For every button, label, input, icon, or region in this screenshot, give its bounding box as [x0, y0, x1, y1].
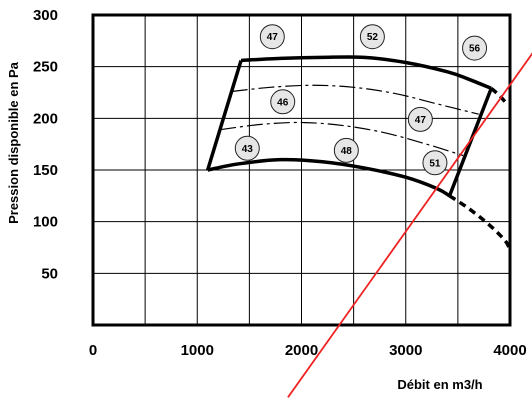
noise-marker-label: 47: [267, 32, 279, 43]
system-line: [287, 52, 532, 398]
y-tick-label: 200: [33, 110, 58, 127]
noise-marker: 56: [462, 35, 488, 61]
x-tick-label: 2000: [285, 342, 318, 359]
noise-marker-circle: [333, 137, 359, 163]
noise-marker-circle: [270, 89, 296, 115]
noise-marker-label: 43: [242, 144, 254, 155]
noise-marker-label: 52: [367, 32, 379, 43]
noise-marker-label: 51: [429, 158, 441, 169]
noise-marker-label: 47: [415, 115, 427, 126]
x-tick-label: 1000: [181, 342, 214, 359]
y-axis-title: Pression disponible en Pa: [6, 61, 21, 224]
noise-marker: 43: [234, 135, 260, 161]
y-tick-label: 250: [33, 59, 58, 76]
y-tick-label: 50: [41, 265, 58, 282]
noise-level-markers: 47 52 56 46 47 43 48 51: [234, 24, 488, 176]
x-tick-label: 0: [89, 342, 97, 359]
noise-marker-label: 48: [341, 146, 353, 157]
noise-marker: 51: [422, 150, 448, 176]
max-curve: [240, 55, 492, 90]
noise-marker-circle: [234, 135, 260, 161]
noise-marker-circle: [259, 24, 285, 50]
performance-curves: [206, 55, 512, 251]
y-tick-label: 150: [33, 162, 58, 179]
low-mid-curve: [220, 121, 464, 157]
x-axis-title: Débit en m3/h: [397, 377, 482, 392]
noise-marker: 47: [407, 106, 433, 132]
noise-marker-circle: [422, 150, 448, 176]
envelope-left: [206, 59, 243, 171]
plot-frame: [91, 13, 512, 327]
noise-marker: 52: [359, 24, 385, 50]
noise-marker-circle: [462, 35, 488, 61]
y-tick-label: 100: [33, 214, 58, 231]
min-curve: [207, 157, 451, 198]
noise-marker-circle: [359, 24, 385, 50]
min-curve-extension: [448, 194, 512, 251]
noise-marker-circle: [407, 106, 433, 132]
mid-curve: [231, 84, 479, 115]
x-tick-label: 3000: [389, 342, 422, 359]
noise-marker-label: 56: [469, 44, 481, 55]
noise-marker: 46: [270, 89, 296, 115]
system-curve-layer: [287, 52, 532, 398]
grid: [93, 15, 510, 325]
noise-marker: 47: [259, 24, 285, 50]
y-tick-label: 300: [33, 7, 58, 24]
noise-marker-label: 46: [277, 97, 289, 108]
noise-marker: 48: [333, 137, 359, 163]
axis-ticks: 300 250 200 150 100 50 0 1000 2000 3000 4000: [33, 7, 527, 359]
max-curve-extension: [490, 87, 508, 104]
x-tick-label: 4000: [493, 342, 526, 359]
